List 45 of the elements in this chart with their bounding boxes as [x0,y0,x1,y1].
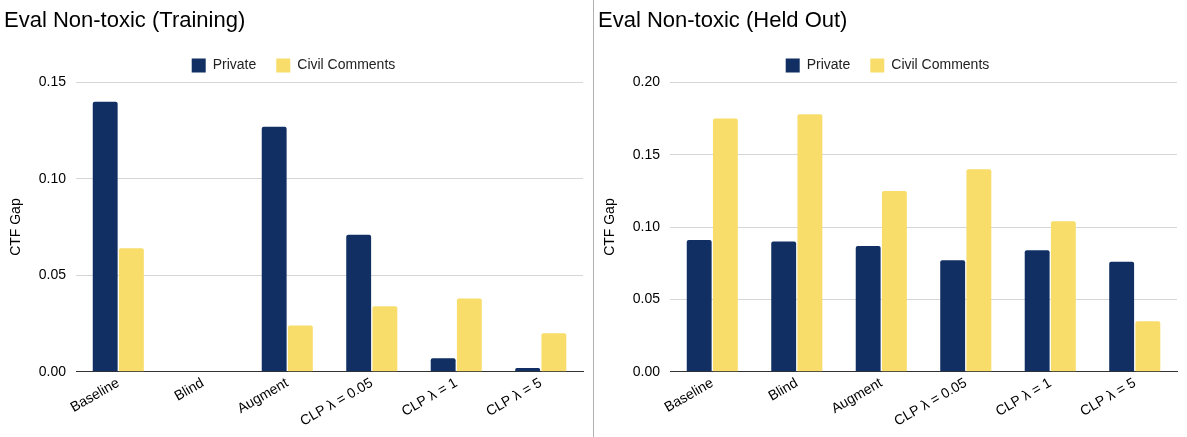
bar [686,240,712,372]
bar [1135,321,1161,372]
bar [372,306,398,372]
legend-label: Private [212,56,257,73]
bar [346,234,372,372]
bar [261,126,287,372]
x-tick-label: CLP λ = 1 [398,374,460,419]
chart-title: Eval Non-toxic (Held Out) [598,7,848,33]
y-tick-label: 0.15 [38,73,67,90]
chart-title: Eval Non-toxic (Training) [4,7,246,33]
bar [1024,250,1050,372]
legend-label: Civil Comments [891,56,990,73]
x-tick-label: CLP λ = 5 [1076,374,1139,419]
legend-label: Civil Comments [297,56,396,73]
x-tick-label: CLP λ = 0.05 [297,374,376,429]
x-tick-label: CLP λ = 0.05 [891,374,970,429]
y-tick-label: 0.05 [38,266,67,283]
y-tick-label: 0.00 [38,362,67,379]
bar [797,114,823,372]
y-axis-title: CTF Gap [601,198,618,256]
legend-label: Private [806,56,851,73]
bar [430,358,456,372]
y-tick-label: 0.00 [632,362,661,379]
y-tick-label: 0.05 [632,290,661,307]
bar [966,169,992,372]
bar [1050,221,1076,372]
bar [881,190,907,372]
bar [940,260,966,372]
bar [92,101,118,372]
bar [287,325,313,372]
y-axis-title: CTF Gap [7,198,24,256]
y-tick-label: 0.10 [632,217,661,234]
x-tick-label: CLP λ = 5 [482,374,545,419]
x-tick-label: CLP λ = 1 [992,374,1054,419]
bar [515,367,541,372]
y-tick-label: 0.10 [38,169,67,186]
bar [771,241,797,372]
bar [1109,261,1135,372]
y-tick-label: 0.15 [632,145,661,162]
bar [712,118,738,372]
bar [541,333,567,372]
bar [456,298,482,372]
bar [118,248,144,372]
y-tick-label: 0.20 [632,73,661,90]
bar [855,245,881,372]
